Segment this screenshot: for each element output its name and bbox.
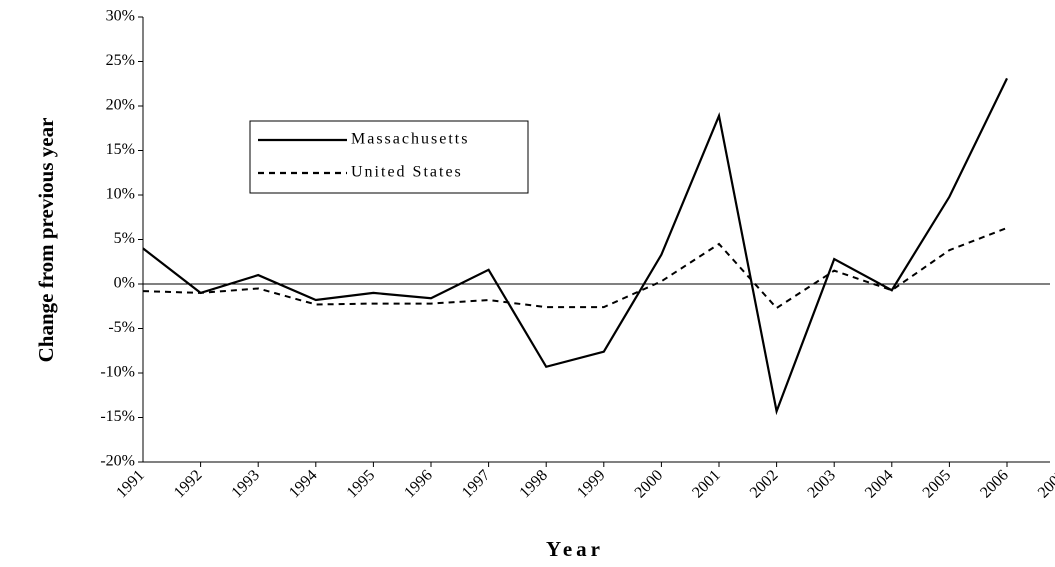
legend-label: Massachusetts bbox=[351, 131, 469, 148]
y-tick-label: 20% bbox=[106, 97, 135, 114]
y-tick-label: -20% bbox=[100, 453, 135, 470]
legend-box bbox=[249, 120, 529, 194]
y-tick-label: 5% bbox=[114, 230, 135, 247]
x-tick-label: 1995 bbox=[344, 467, 379, 502]
x-tick-label: 2007 bbox=[1035, 467, 1055, 502]
x-tick-label: 1999 bbox=[574, 467, 609, 502]
y-tick-label: 10% bbox=[106, 186, 135, 203]
x-tick-label: 2003 bbox=[804, 467, 839, 502]
y-tick-label: -10% bbox=[100, 364, 135, 381]
x-tick-label: 2004 bbox=[862, 467, 897, 502]
series-line bbox=[142, 226, 1008, 310]
x-tick-label: 2000 bbox=[632, 467, 667, 502]
x-tick-label: 2001 bbox=[689, 467, 724, 502]
x-tick-label: 1993 bbox=[228, 467, 263, 502]
y-axis-title: Change from previous year bbox=[34, 118, 58, 363]
x-tick-label: 1996 bbox=[401, 467, 436, 502]
x-axis-title: Year bbox=[546, 537, 604, 561]
y-tick-label: 30% bbox=[106, 8, 135, 25]
y-tick-label: -5% bbox=[108, 319, 135, 336]
series-line bbox=[142, 77, 1008, 416]
y-tick-label: -15% bbox=[100, 408, 135, 425]
x-tick-label: 2005 bbox=[920, 467, 955, 502]
x-tick-label: 2006 bbox=[977, 467, 1012, 502]
y-tick-label: 15% bbox=[106, 141, 135, 158]
x-tick-label: 1991 bbox=[113, 467, 148, 502]
legend-label: United States bbox=[351, 164, 463, 181]
x-tick-label: 1992 bbox=[171, 467, 206, 502]
x-tick-label: 1997 bbox=[459, 467, 494, 502]
x-tick-label: 2002 bbox=[747, 467, 782, 502]
x-tick-label: 1994 bbox=[286, 467, 321, 502]
y-tick-label: 0% bbox=[114, 275, 135, 292]
x-tick-label: 1998 bbox=[516, 467, 551, 502]
y-tick-label: 25% bbox=[106, 52, 135, 69]
